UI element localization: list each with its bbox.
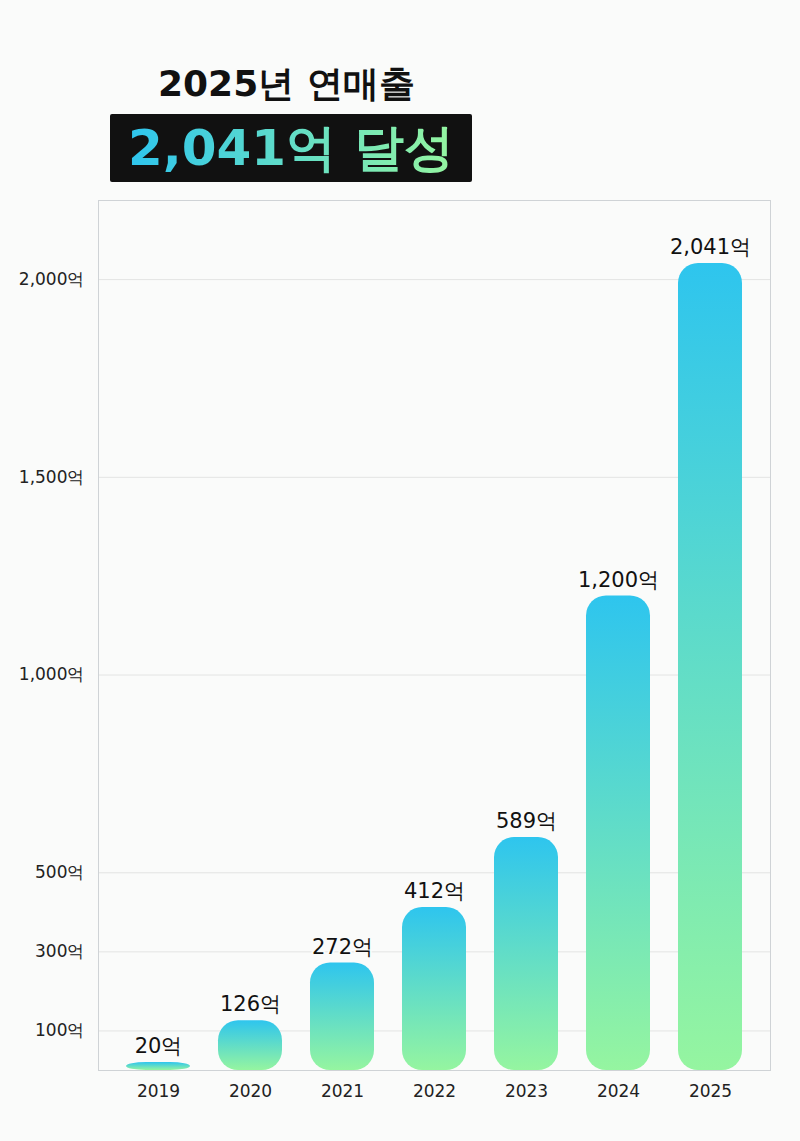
svg-text:2020: 2020: [229, 1081, 272, 1101]
svg-text:589억: 589억: [496, 809, 557, 833]
svg-text:1,200억: 1,200억: [578, 568, 659, 592]
svg-text:272억: 272억: [312, 935, 373, 959]
svg-text:2,000억: 2,000억: [19, 269, 85, 289]
svg-text:2021: 2021: [321, 1081, 364, 1101]
svg-text:412억: 412억: [404, 879, 465, 903]
svg-text:300억: 300억: [35, 941, 84, 961]
svg-text:1,500억: 1,500억: [19, 467, 85, 487]
svg-text:2022: 2022: [413, 1081, 456, 1101]
svg-text:126억: 126억: [220, 992, 281, 1016]
html-text:2,041억 달성: 2,041억 달성: [128, 119, 454, 177]
svg-text:20억: 20억: [135, 1034, 183, 1058]
svg-text:2025: 2025: [689, 1081, 732, 1101]
svg-text:100억: 100억: [35, 1020, 84, 1040]
svg-text:2024: 2024: [597, 1081, 640, 1101]
svg-text:2019: 2019: [137, 1081, 180, 1101]
svg-text:500억: 500억: [35, 862, 84, 882]
svg-text:1,000억: 1,000억: [19, 664, 85, 684]
svg-text:2,041억: 2,041억: [670, 235, 751, 259]
svg-text:2023: 2023: [505, 1081, 548, 1101]
html-text:2025년 연매출: 2025년 연매출: [158, 63, 415, 104]
